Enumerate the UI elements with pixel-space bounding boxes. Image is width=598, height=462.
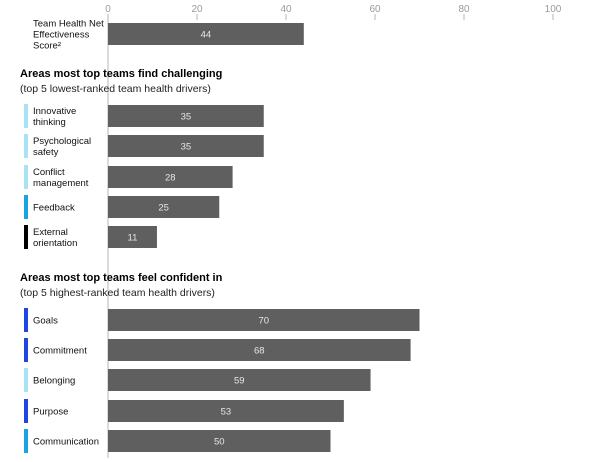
bar-value-psychological-safety: 35 [181, 142, 192, 153]
bar-team-health-net-effectiveness-score [108, 23, 304, 45]
row-marker-innovative-thinking [24, 104, 28, 128]
bar-value-innovative-thinking: 35 [181, 112, 192, 123]
row-marker-external-orientation [24, 225, 28, 249]
row-label-goals: Goals [33, 316, 58, 327]
bar-purpose [108, 400, 344, 422]
bar-innovative-thinking [108, 105, 264, 127]
row-marker-goals [24, 308, 28, 332]
bar-goals [108, 309, 420, 331]
bar-communication [108, 430, 331, 452]
bar-external-orientation [108, 226, 157, 248]
bar-value-communication: 50 [214, 437, 225, 448]
row-marker-communication [24, 429, 28, 453]
bar-feedback [108, 196, 220, 218]
bar-value-belonging: 59 [234, 376, 245, 387]
row-label-commitment: Commitment [33, 346, 87, 357]
section-title-confident: Areas most top teams feel confident in [20, 272, 223, 284]
x-tick-label-20: 20 [191, 4, 203, 15]
bar-value-purpose: 53 [221, 407, 232, 418]
bar-value-team-health-net-effectiveness-score: 44 [201, 30, 212, 41]
section-title-challenging: Areas most top teams find challenging [20, 68, 223, 80]
row-label-communication: Communication [33, 437, 99, 448]
bar-value-feedback: 25 [158, 203, 169, 214]
row-label-external-orientation: External orientation [33, 227, 77, 249]
row-label-innovative-thinking: Innovative thinking [33, 106, 76, 128]
row-marker-feedback [24, 195, 28, 219]
bar-value-commitment: 68 [254, 346, 265, 357]
bar-value-goals: 70 [258, 316, 269, 327]
bar-value-external-orientation: 11 [128, 233, 138, 244]
bar-belonging [108, 369, 371, 391]
row-marker-belonging [24, 368, 28, 392]
row-label-team-health-net-effectiveness-score: Team Health Net Effectiveness Score² [33, 19, 104, 52]
row-label-feedback: Feedback [33, 203, 75, 214]
row-label-conflict-management: Conflict management [33, 167, 89, 189]
x-tick-label-80: 80 [458, 4, 470, 15]
bar-value-conflict-management: 28 [165, 173, 176, 184]
section-subtitle-challenging: (top 5 lowest-ranked team health drivers… [20, 83, 211, 95]
row-label-belonging: Belonging [33, 376, 75, 387]
row-label-purpose: Purpose [33, 407, 68, 418]
row-marker-psychological-safety [24, 134, 28, 158]
bar-commitment [108, 339, 411, 361]
row-marker-purpose [24, 399, 28, 423]
x-tick-label-100: 100 [545, 4, 562, 15]
row-marker-commitment [24, 338, 28, 362]
bar-psychological-safety [108, 135, 264, 157]
row-label-psychological-safety: Psychological safety [33, 136, 91, 158]
section-subtitle-confident: (top 5 highest-ranked team health driver… [20, 287, 215, 299]
x-tick-label-0: 0 [105, 4, 111, 15]
bar-conflict-management [108, 166, 233, 188]
x-tick-label-60: 60 [369, 4, 381, 15]
row-marker-conflict-management [24, 165, 28, 189]
x-tick-label-40: 40 [280, 4, 292, 15]
